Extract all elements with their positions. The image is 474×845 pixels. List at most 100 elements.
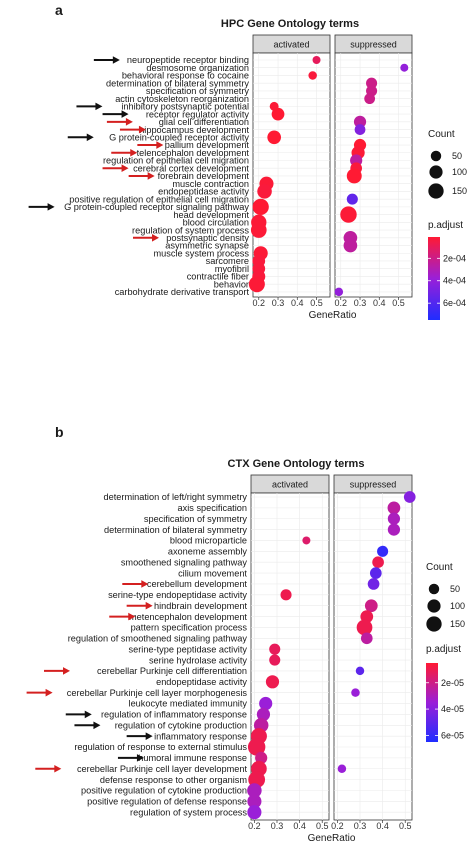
facet-suppressed: suppressed 0.2 0.3 0.4 0.5 bbox=[335, 34, 413, 308]
data-point bbox=[360, 632, 373, 645]
term-label: hindbrain development bbox=[154, 601, 247, 611]
arrow-head bbox=[54, 764, 62, 773]
gridlines bbox=[334, 493, 412, 820]
legend-color-title: p.adjust bbox=[428, 220, 463, 231]
term-label: regulation of smoothened signaling pathw… bbox=[68, 634, 248, 644]
facet-strip-label: activated bbox=[273, 40, 309, 50]
term-label: endopeptidase activity bbox=[158, 187, 249, 197]
data-point bbox=[308, 71, 317, 80]
arrow-annotation bbox=[106, 118, 133, 126]
term-label: carbohydrate derivative transport bbox=[115, 287, 250, 297]
facet-strip-label: activated bbox=[272, 480, 308, 490]
term-label: defense response to other organism bbox=[100, 775, 247, 785]
term-label: asymmetric synapse bbox=[165, 241, 249, 251]
term-label: inhibitory postsynaptic potential bbox=[121, 102, 249, 112]
chart-panel-a: a HPC Gene Ontology terms neuropeptide rec… bbox=[28, 2, 467, 321]
term-label: cerebellar Purkinje cell layer morphogen… bbox=[67, 688, 248, 698]
data-point bbox=[302, 536, 311, 545]
arrow-annotation bbox=[76, 102, 103, 111]
legend: Count 50 100 150 p.adjust 2e-04 4e-04 6e-04 bbox=[428, 129, 467, 320]
arrow-head bbox=[112, 56, 120, 64]
arrow-head bbox=[136, 754, 144, 762]
legend-size-circle bbox=[429, 165, 443, 179]
term-label: cerebellum development bbox=[147, 579, 248, 589]
colorbar-label: 6e-05 bbox=[441, 730, 464, 740]
data-points bbox=[247, 536, 311, 820]
term-label: regulation of epithelial cell migration bbox=[103, 156, 249, 166]
x-tick-label: 0.2 bbox=[331, 821, 344, 831]
arrow-head bbox=[152, 233, 159, 242]
data-point bbox=[257, 184, 272, 199]
term-label: sarcomere bbox=[206, 256, 249, 266]
x-tick-label: 0.4 bbox=[293, 821, 306, 831]
facet-strip-label: suppressed bbox=[350, 40, 397, 50]
arrow-annotation bbox=[67, 133, 94, 142]
x-tick-label: 0.4 bbox=[291, 298, 304, 308]
x-tick-label: 0.5 bbox=[399, 821, 412, 831]
arrow-annotation bbox=[74, 721, 101, 730]
legend-size-circle bbox=[427, 599, 441, 613]
data-point bbox=[247, 794, 262, 809]
data-point bbox=[247, 783, 262, 798]
term-label: determination of bilateral symmetry bbox=[106, 78, 249, 88]
term-label: pattern specification process bbox=[131, 623, 248, 633]
term-label: endopeptidase activity bbox=[156, 677, 247, 687]
term-label: pallium development bbox=[165, 140, 250, 150]
gridlines bbox=[253, 53, 330, 297]
arrow-head bbox=[84, 710, 92, 719]
term-label: myofibril bbox=[215, 264, 249, 274]
x-axis-label: GeneRatio bbox=[309, 310, 357, 321]
data-point bbox=[269, 643, 281, 655]
data-point bbox=[367, 578, 380, 590]
legend-count-title: Count bbox=[426, 562, 453, 573]
panel-letter: b bbox=[55, 424, 64, 440]
x-tick-label: 0.4 bbox=[376, 821, 389, 831]
term-label: muscle system process bbox=[154, 248, 250, 258]
colorbar-label: 4e-04 bbox=[443, 276, 466, 286]
arrow-annotation bbox=[126, 732, 153, 740]
data-point bbox=[267, 130, 282, 145]
data-point bbox=[353, 115, 367, 128]
x-tick-label: 0.2 bbox=[248, 821, 261, 831]
term-label: determination of bilateral symmetry bbox=[104, 525, 247, 535]
term-label: postsynaptic density bbox=[166, 233, 249, 243]
facet-activated: activated 0.2 0.3 0.4 0.5 bbox=[247, 474, 330, 831]
arrow-annotation bbox=[137, 141, 164, 149]
data-point bbox=[337, 764, 347, 773]
x-tick-label: 0.2 bbox=[335, 298, 348, 308]
term-label: actin cytoskeleton reorganization bbox=[115, 94, 249, 104]
term-label: serine hydrolase activity bbox=[149, 655, 247, 665]
term-label: G protein-coupled receptor signaling pat… bbox=[64, 202, 249, 212]
term-label: regulation of response to external stimu… bbox=[74, 742, 247, 752]
term-label: smoothened signaling pathway bbox=[121, 557, 248, 567]
colorbar-label: 2e-04 bbox=[443, 253, 466, 263]
data-point bbox=[387, 501, 401, 515]
term-label: leukocyte mediated immunity bbox=[129, 699, 248, 709]
colorbar bbox=[426, 663, 438, 742]
arrow-head bbox=[125, 118, 133, 126]
data-point bbox=[250, 222, 267, 238]
arrow-head bbox=[63, 667, 70, 675]
term-label: positive regulation of defense response bbox=[87, 797, 247, 807]
term-label: specification of symmetry bbox=[144, 514, 248, 524]
data-point bbox=[312, 55, 321, 65]
data-point bbox=[351, 688, 360, 697]
data-point bbox=[340, 206, 357, 223]
term-label: glial cell differentiation bbox=[159, 117, 249, 127]
arrow-head bbox=[138, 125, 146, 134]
arrow-head bbox=[145, 601, 153, 610]
term-label: metencephalon development bbox=[129, 612, 247, 622]
term-label: cerebral cortex development bbox=[133, 163, 249, 173]
x-tick-label: 0.3 bbox=[272, 298, 285, 308]
data-point bbox=[346, 168, 362, 184]
arrow-annotation bbox=[109, 612, 136, 621]
term-label: contractile fiber bbox=[187, 272, 249, 282]
colorbar-label: 4e-05 bbox=[441, 704, 464, 714]
term-label: cilium movement bbox=[178, 568, 247, 578]
legend-size-circle bbox=[426, 616, 442, 632]
facet-plot-area bbox=[333, 492, 413, 821]
term-label: regulation of system process bbox=[130, 807, 247, 817]
data-point bbox=[252, 198, 269, 215]
panel-letter: a bbox=[55, 2, 63, 18]
